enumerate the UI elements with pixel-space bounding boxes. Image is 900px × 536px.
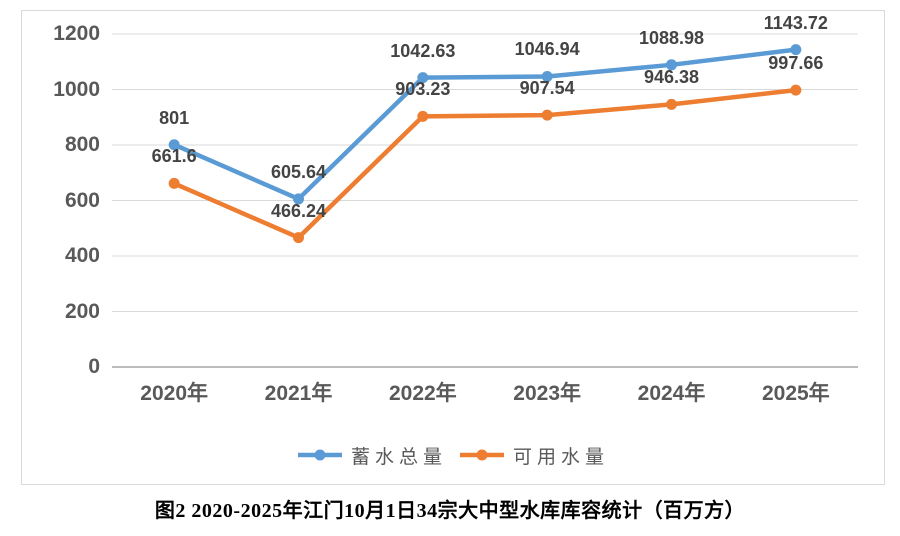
x-axis-tick-label: 2021年 (264, 382, 333, 405)
x-axis-tick-label: 2020年 (140, 382, 209, 405)
data-point-label: 605.64 (270, 161, 327, 182)
y-axis-tick-label: 600 (64, 188, 100, 212)
data-point-label: 801 (159, 107, 190, 128)
legend-line-marker-icon (297, 449, 342, 461)
legend-label: 蓄水总量 (350, 446, 447, 468)
data-point-label: 1143.72 (763, 12, 828, 33)
data-point-label: 1042.63 (390, 40, 456, 61)
legend-label: 可用水量 (513, 446, 610, 468)
figure-caption: 图2 2020-2025年江门10月1日34宗大中型水库库容统计（百万方） (154, 500, 746, 522)
x-axis-tick-label: 2022年 (388, 382, 457, 405)
legend-item-0: 蓄水总量 (297, 442, 447, 469)
data-point-label: 1046.94 (514, 39, 580, 60)
y-axis-tick-label: 200 (64, 299, 100, 323)
chart-legend: 蓄水总量 可用水量 (21, 440, 885, 470)
x-axis-tick-label: 2025年 (761, 382, 830, 405)
data-point-label: 1088.98 (638, 27, 705, 48)
data-point-label: 903.23 (395, 79, 451, 100)
y-axis-tick-label: 400 (64, 244, 100, 267)
y-axis-tick-label: 0 (88, 355, 100, 378)
x-axis-tick-label: 2023年 (513, 382, 582, 405)
data-point-label: 466.24 (270, 200, 327, 221)
legend-item-1: 可用水量 (459, 442, 609, 469)
x-axis-tick-label: 2024年 (637, 382, 706, 405)
legend-line-marker-icon (460, 449, 504, 461)
data-point-label: 907.54 (519, 78, 575, 99)
y-axis-tick-label: 800 (64, 133, 100, 156)
data-point-label: 997.66 (768, 53, 824, 74)
data-point-label: 946.38 (643, 67, 700, 88)
y-axis-tick-label: 1000 (53, 77, 100, 101)
y-axis-tick-label: 1200 (53, 22, 100, 45)
data-point-label: 661.6 (151, 146, 197, 167)
